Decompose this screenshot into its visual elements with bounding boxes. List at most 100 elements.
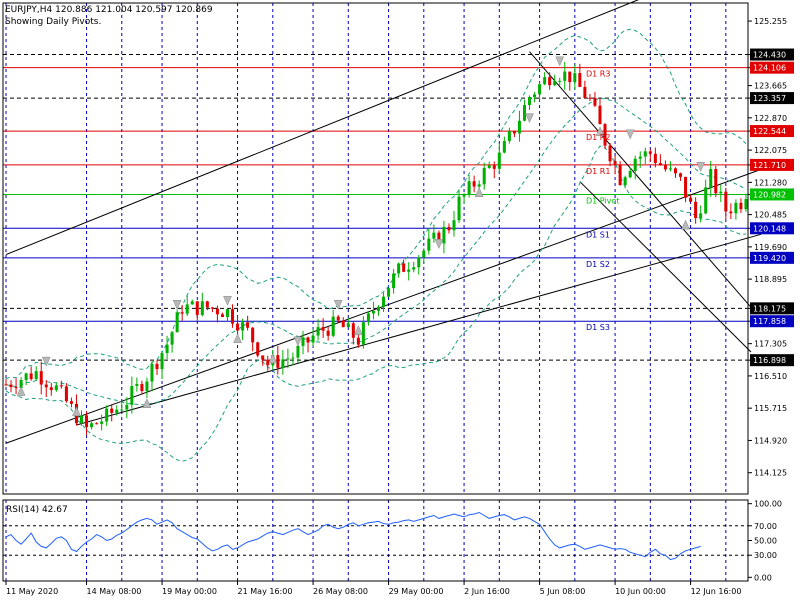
candlesticks xyxy=(4,61,748,435)
candle-body xyxy=(110,408,114,413)
time-tick-label: 29 May 00:00 xyxy=(389,587,444,596)
candle-body xyxy=(64,386,68,402)
level-tag-text: 123.357 xyxy=(753,94,786,103)
fractal-up-marker xyxy=(16,385,26,396)
candle-body xyxy=(422,250,426,258)
price-tick-label: 114.920 xyxy=(754,436,787,445)
fractal-up-marker xyxy=(268,353,278,364)
pivot-label-s3: D1 S3 xyxy=(586,323,610,332)
candle-body xyxy=(608,145,612,162)
pivot-label-pivot: D1 Pivot xyxy=(586,196,619,205)
pivot-tag-r1 xyxy=(750,158,794,171)
fractal-up-marker xyxy=(474,187,484,197)
candle-body xyxy=(704,187,708,214)
bollinger-lower xyxy=(5,145,747,462)
price-axis: 125.255 124.430 124.106 123.665 123.357 122.8… xyxy=(748,17,787,478)
candle-body xyxy=(140,383,144,392)
pivot-tag-s1 xyxy=(750,222,794,235)
candle-body xyxy=(246,322,250,328)
candle-body xyxy=(100,421,104,424)
candle-body xyxy=(311,335,315,343)
candle-body xyxy=(215,308,219,315)
candle-body xyxy=(507,131,511,142)
rsi-line xyxy=(5,511,701,561)
candle-body xyxy=(568,71,572,83)
time-tick-label: 11 May 2020 xyxy=(6,587,58,596)
fractal-markers xyxy=(16,56,706,417)
candle-body xyxy=(392,273,396,289)
candle-body xyxy=(588,97,592,99)
candle-body xyxy=(200,301,204,315)
candle-body xyxy=(633,158,637,172)
candle-body xyxy=(689,197,693,202)
bollinger-bands xyxy=(5,28,747,462)
candle-body xyxy=(447,226,451,231)
candle-body xyxy=(442,226,446,244)
candle-body xyxy=(165,344,169,354)
candle-body xyxy=(54,385,58,391)
candle-body xyxy=(543,77,547,85)
candle-body xyxy=(643,151,647,157)
candle-body xyxy=(467,181,471,195)
candle-body xyxy=(382,296,386,307)
candle-body xyxy=(412,267,416,270)
time-tick-label: 12 Jun 16:00 xyxy=(691,587,742,596)
candle-body xyxy=(306,337,310,343)
price-tick-label: 118.895 xyxy=(754,275,787,284)
rsi-tick-label: 70.00 xyxy=(754,522,777,531)
rsi-tick-label: 100.00 xyxy=(754,500,782,509)
candle-body xyxy=(190,301,194,305)
price-tick-label: 125.255 xyxy=(754,17,787,26)
candle-body xyxy=(19,379,23,389)
candle-body xyxy=(593,98,597,106)
price-tick-label: 114.125 xyxy=(754,469,787,478)
candle-body xyxy=(668,168,672,170)
candle-body xyxy=(195,301,199,315)
fractal-up-marker xyxy=(353,325,363,335)
pivot-tag-r2 xyxy=(750,125,794,138)
price-tick-label: 115.715 xyxy=(754,404,787,413)
fractal-down-marker xyxy=(223,295,232,306)
candle-body xyxy=(236,323,240,331)
level-tag-text: 118.175 xyxy=(753,304,786,313)
candle-body xyxy=(29,373,33,380)
candle-body xyxy=(387,288,391,297)
candle-body xyxy=(694,201,698,219)
candle-body xyxy=(437,232,441,244)
candle-body xyxy=(502,141,506,153)
candle-body xyxy=(538,84,542,95)
rsi-panel: RSI(14) 42.67 100.00 70.00 50.00 30.00 0.00 xyxy=(3,500,782,582)
pivot-tag-s2-text: 119.420 xyxy=(753,254,786,263)
candle-body xyxy=(59,385,63,387)
time-tick-label: 5 Jun 08:00 xyxy=(540,587,586,596)
candle-body xyxy=(291,357,295,359)
trendline xyxy=(5,0,639,256)
candle-body xyxy=(351,323,355,338)
pivot-label-r2: D1 R2 xyxy=(586,133,610,142)
candle-body xyxy=(397,263,401,274)
candle-body xyxy=(432,232,436,239)
candle-body xyxy=(699,213,703,219)
price-tick-label: 119.690 xyxy=(754,243,787,252)
candle-body xyxy=(533,94,537,98)
candle-body xyxy=(487,165,491,168)
candle-body xyxy=(261,355,265,360)
candle-body xyxy=(573,73,577,83)
candle-body xyxy=(497,152,501,169)
time-tick-label: 19 May 00:00 xyxy=(162,587,217,596)
fractal-down-marker xyxy=(525,113,534,124)
candle-body xyxy=(79,415,84,424)
pivot-tag-pivot xyxy=(750,188,794,201)
candle-body xyxy=(734,202,738,214)
candle-body xyxy=(120,409,124,411)
candle-body xyxy=(336,316,340,321)
candle-body xyxy=(135,383,139,387)
candle-body xyxy=(95,423,99,425)
candle-body xyxy=(331,316,335,336)
chart-frames xyxy=(2,2,749,582)
fractal-up-marker xyxy=(233,333,242,344)
chart-header: EURJPY,H4 120.886 121.004 120.597 120.86… xyxy=(5,5,213,15)
fractal-down-marker xyxy=(555,56,565,67)
candle-body xyxy=(130,386,134,405)
